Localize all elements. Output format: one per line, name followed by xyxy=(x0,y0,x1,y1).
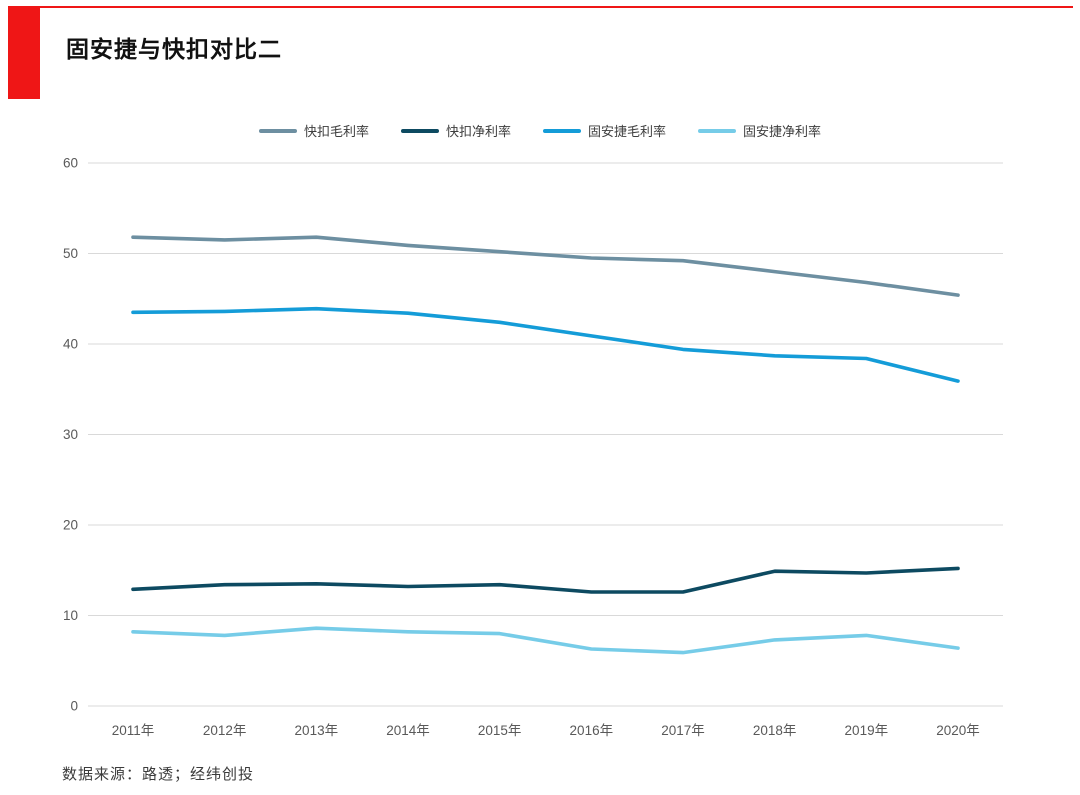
top-accent-rule xyxy=(8,6,1073,8)
legend-item: 快扣毛利率 xyxy=(258,121,369,140)
legend-label: 固安捷净利率 xyxy=(743,124,822,139)
x-tick-label: 2017年 xyxy=(661,723,705,738)
series-line-2 xyxy=(131,306,960,383)
x-tick-label: 2018年 xyxy=(753,723,797,738)
x-tick-label: 2015年 xyxy=(478,723,522,738)
legend-item: 固安捷净利率 xyxy=(698,121,821,140)
legend-label: 快扣毛利率 xyxy=(303,124,369,139)
y-tick-label: 0 xyxy=(70,699,78,714)
series-line-0 xyxy=(131,235,960,297)
y-tick-label: 50 xyxy=(63,246,78,261)
source-note: 数据来源：路透；经纬创投 xyxy=(62,766,255,783)
y-tick-label: 20 xyxy=(63,518,78,533)
x-tick-label: 2014年 xyxy=(386,723,430,738)
x-tick-label: 2020年 xyxy=(936,723,980,738)
red-accent-bar xyxy=(8,6,40,99)
legend-item: 快扣净利率 xyxy=(400,121,511,140)
x-tick-label: 2019年 xyxy=(845,723,889,738)
x-tick-label: 2011年 xyxy=(112,723,155,738)
series-line-3 xyxy=(131,626,960,655)
x-tick-label: 2012年 xyxy=(203,723,247,738)
y-tick-label: 30 xyxy=(63,427,78,442)
legend-swatch-icon xyxy=(400,128,439,133)
y-tick-label: 60 xyxy=(63,156,78,171)
y-tick-label: 10 xyxy=(63,608,78,623)
legend-swatch-icon xyxy=(698,128,737,133)
y-tick-label: 40 xyxy=(63,337,78,352)
page-title: 固安捷与快扣对比二 xyxy=(66,36,282,62)
chart-legend: 快扣毛利率 快扣净利率 固安捷毛利率 固安捷净利率 xyxy=(0,121,1080,140)
x-tick-label: 2013年 xyxy=(295,723,339,738)
legend-item: 固安捷毛利率 xyxy=(543,121,666,140)
legend-label: 快扣净利率 xyxy=(445,124,511,139)
legend-swatch-icon xyxy=(543,128,581,133)
x-tick-label: 2016年 xyxy=(570,723,614,738)
series-line-1 xyxy=(131,566,960,594)
legend-swatch-icon xyxy=(258,128,297,133)
legend-label: 固安捷毛利率 xyxy=(588,124,667,139)
